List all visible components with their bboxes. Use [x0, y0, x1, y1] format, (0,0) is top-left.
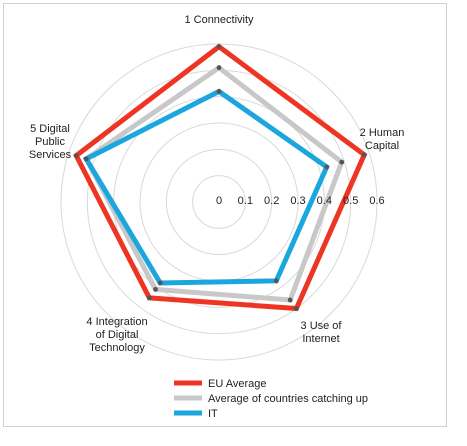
data-point: [83, 156, 89, 162]
legend: EU Average Average of countries catching …: [174, 378, 368, 420]
data-point: [216, 89, 222, 94]
legend-label: EU Average: [208, 378, 267, 390]
axis-label: 3 Use of: [301, 320, 343, 332]
tick-label: 0.1: [238, 195, 253, 207]
series-line-1: [83, 64, 345, 303]
axis-label: Public: [35, 136, 65, 148]
series-layer: [73, 43, 368, 312]
tick-label: 0.3: [290, 195, 305, 207]
axis-label: 1 Connectivity: [184, 14, 254, 26]
data-point: [216, 65, 222, 71]
axis-label: 2 Human: [360, 127, 405, 139]
tick-label: 0.4: [317, 195, 332, 207]
data-point: [324, 164, 330, 170]
data-point: [287, 297, 293, 303]
series-line-0: [73, 43, 368, 312]
axis-label: 4 Integration: [86, 316, 147, 328]
axis-label: Capital: [365, 140, 399, 152]
label-layer: 0 0.1 0.2 0.3 0.4 0.5 0.6 1 Connectivity 2 Human…: [29, 14, 404, 354]
data-point: [361, 152, 367, 158]
axis-label: Services: [29, 149, 72, 161]
data-point: [216, 44, 222, 50]
data-point: [73, 153, 79, 159]
tick-label: 0.6: [369, 195, 384, 207]
grid-circle: [165, 148, 273, 256]
tick-label: 0: [216, 195, 222, 207]
axis-label: of Digital: [96, 329, 139, 341]
axis-label: 5 Digital: [30, 123, 70, 135]
data-point: [153, 286, 158, 292]
data-point: [293, 306, 299, 311]
series-line-2: [82, 88, 330, 286]
tick-label: 0.5: [343, 195, 358, 207]
data-point: [273, 278, 279, 284]
tick-label: 0.2: [264, 195, 279, 207]
data-point: [339, 159, 345, 165]
legend-label: IT: [208, 408, 218, 420]
legend-label: Average of countries catching up: [208, 393, 368, 405]
axis-label: Technology: [89, 342, 145, 354]
data-point: [157, 280, 163, 286]
data-point: [146, 295, 152, 301]
grid-circle: [192, 175, 246, 229]
axis-label: Internet: [302, 333, 339, 345]
